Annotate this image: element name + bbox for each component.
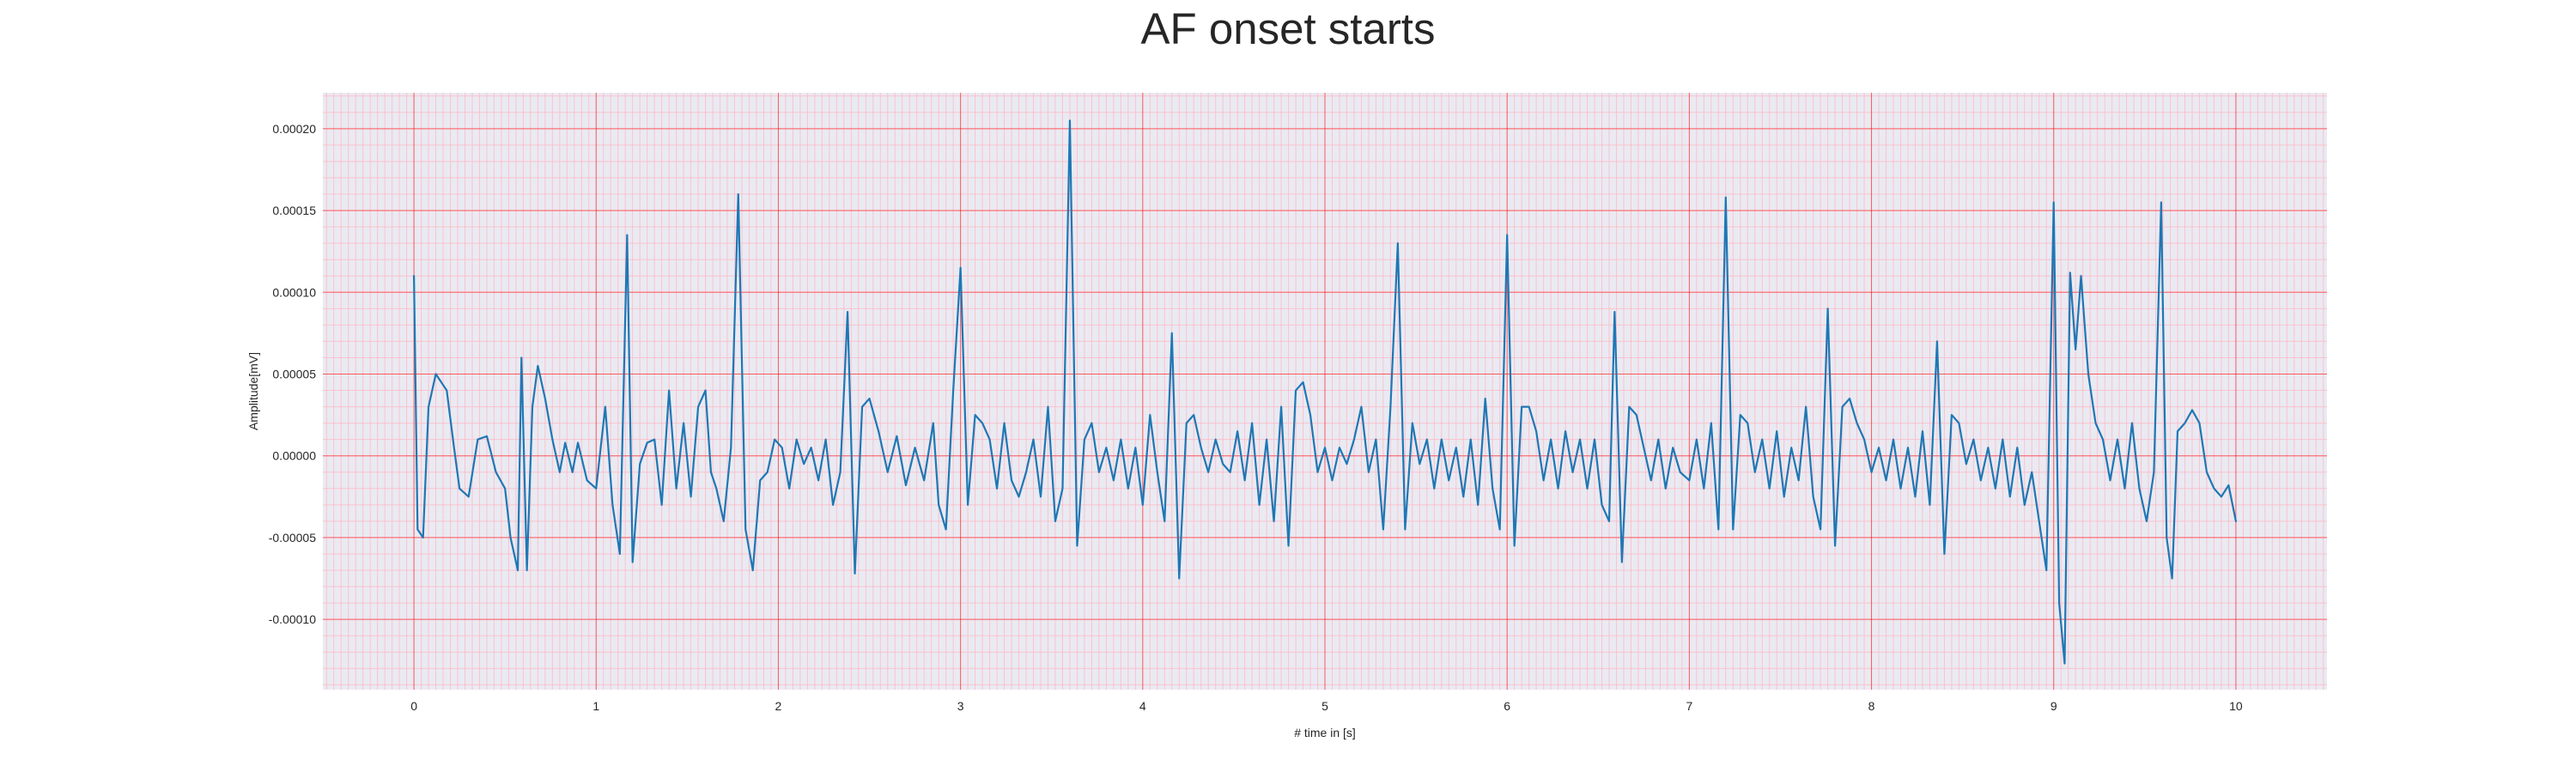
y-axis-ticks: -0.00010 -0.00005 0.00000 0.00005 0.00010 0.0… bbox=[269, 122, 316, 626]
series-line-0 bbox=[412, 119, 2238, 665]
y-tick-label: 0.00015 bbox=[272, 204, 316, 217]
x-tick-label: 10 bbox=[2229, 699, 2243, 713]
x-tick-label: 6 bbox=[1504, 699, 1510, 713]
y-tick-label: -0.00005 bbox=[269, 531, 316, 545]
x-tick-label: 3 bbox=[957, 699, 964, 713]
series-layer bbox=[412, 119, 2238, 665]
x-tick-label: 1 bbox=[592, 699, 599, 713]
x-tick-label: 9 bbox=[2050, 699, 2057, 713]
x-axis-ticks: 0 1 2 3 4 5 6 7 8 9 10 bbox=[410, 699, 2243, 713]
y-tick-label: 0.00005 bbox=[272, 368, 316, 381]
x-axis-label: # time in [s] bbox=[1294, 726, 1356, 740]
y-tick-label: -0.00010 bbox=[269, 612, 316, 626]
x-tick-label: 7 bbox=[1686, 699, 1692, 713]
x-tick-label: 4 bbox=[1139, 699, 1146, 713]
y-tick-label: 0.00000 bbox=[272, 449, 316, 463]
x-tick-label: 8 bbox=[1868, 699, 1875, 713]
y-tick-label: 0.00020 bbox=[272, 122, 316, 136]
y-tick-label: 0.00010 bbox=[272, 285, 316, 299]
chart-title: AF onset starts bbox=[1140, 4, 1436, 53]
y-axis-label: Amplitude[mV] bbox=[246, 352, 260, 430]
major-grid bbox=[323, 93, 2327, 690]
x-tick-label: 5 bbox=[1321, 699, 1328, 713]
x-tick-label: 0 bbox=[410, 699, 417, 713]
x-tick-label: 2 bbox=[775, 699, 782, 713]
